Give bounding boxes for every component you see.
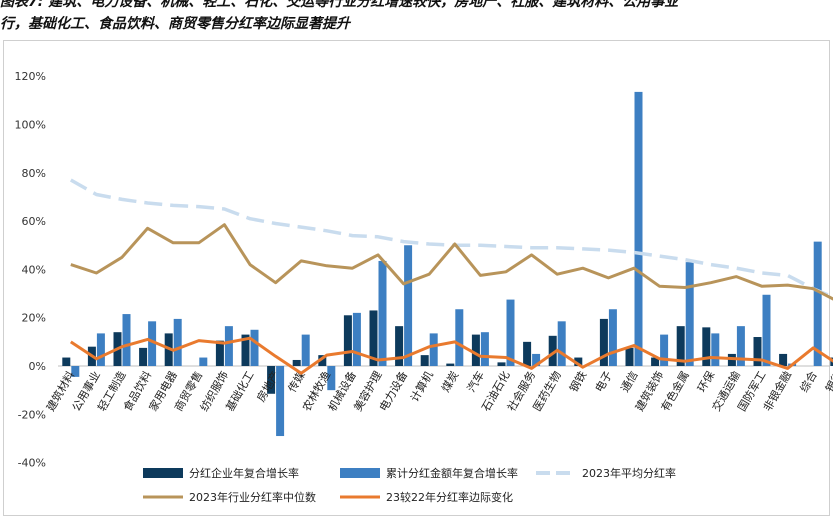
bar-dividend-growth (685, 262, 694, 366)
y-tick-label: 100% (15, 119, 46, 132)
bar-dividend-growth (122, 314, 131, 366)
x-tick-label: 汽车 (464, 369, 487, 395)
x-tick-label: 通信 (618, 369, 640, 395)
bar-company-growth (676, 326, 685, 366)
bar-dividend-growth (224, 326, 233, 366)
bar-dividend-growth (71, 366, 80, 377)
bar-company-growth (318, 355, 327, 366)
bar-company-growth (497, 362, 506, 366)
legend-label: 23较22年分红率边际变化 (386, 490, 513, 504)
x-tick-label: 环保 (694, 369, 717, 395)
x-tick-label: 综合 (797, 369, 820, 395)
bar-company-growth (574, 357, 583, 366)
bar-dividend-growth (199, 357, 208, 366)
x-tick-label: 电子 (593, 369, 615, 395)
y-tick-label: 60% (22, 215, 46, 228)
legend-label: 累计分红金额年复合增长率 (386, 466, 518, 480)
line-payout-change (69, 336, 833, 375)
bar-dividend-growth (660, 334, 669, 366)
bar-dividend-growth (813, 241, 822, 366)
bar-dividend-growth (276, 366, 285, 437)
y-tick-label: 80% (22, 167, 46, 180)
x-tick-label: 计算机 (407, 369, 436, 405)
legend-label: 2023年行业分红率中位数 (189, 490, 316, 504)
bar-company-growth (651, 357, 660, 366)
bar-dividend-growth (173, 318, 182, 366)
bar-dividend-growth (455, 309, 464, 366)
bar-dividend-growth (711, 333, 720, 366)
bar-dividend-growth (301, 334, 310, 366)
title-line-2: 行，基础化工、食品饮料、商贸零售分红率边际显著提升 (0, 16, 350, 32)
bar-company-growth (471, 334, 480, 366)
legend-label: 分红企业年复合增长率 (189, 466, 299, 480)
bar-company-growth (395, 326, 404, 366)
y-tick-label: -40% (18, 457, 46, 470)
bar-dividend-growth (429, 333, 438, 366)
y-tick-label: 20% (22, 312, 46, 325)
y-tick-label: 40% (22, 263, 46, 276)
y-tick-label: -20% (18, 408, 46, 421)
bar-dividend-growth (327, 366, 336, 391)
chart-frame (3, 40, 830, 516)
bar-dividend-growth (352, 312, 361, 366)
chart-title: 图表7: 建筑、电力设备、机械、轻工、石化、交运等行业分红增速较快，房地产、社服… (0, 0, 833, 40)
bar-dividend-growth (404, 245, 413, 366)
bar-dividend-growth (634, 91, 643, 367)
bar-dividend-growth (532, 353, 541, 366)
bar-company-growth (548, 335, 557, 366)
x-tick-label: 银行 (822, 369, 833, 395)
bar-company-growth (343, 315, 352, 366)
bar-dividend-growth (480, 332, 489, 366)
bar-company-growth (625, 347, 634, 366)
bar-company-growth (779, 353, 788, 366)
bar-company-growth (241, 334, 250, 366)
legend-swatch (143, 468, 183, 478)
bar-company-growth (420, 355, 429, 366)
bar-dividend-growth (96, 333, 105, 366)
bar-company-growth (62, 357, 71, 366)
legend-label: 2023年平均分红率 (582, 466, 676, 480)
bar-company-growth (369, 310, 378, 366)
bar-dividend-growth (506, 299, 515, 366)
bar-dividend-growth (608, 309, 617, 366)
bar-company-growth (753, 337, 762, 366)
bar-company-growth (523, 341, 532, 366)
x-tick-label: 传媒 (286, 369, 308, 395)
bar-company-growth (215, 340, 224, 366)
legend-swatch (340, 468, 380, 478)
line-median-payout-2023 (70, 223, 833, 301)
x-tick-label: 煤炭 (439, 369, 461, 395)
x-tick-label: 钢铁 (567, 369, 589, 395)
bar-company-growth (139, 347, 148, 366)
bar-dividend-growth (557, 321, 566, 366)
bar-dividend-growth (762, 294, 771, 366)
title-line-1: 图表7: 建筑、电力设备、机械、轻工、石化、交运等行业分红增速较快，房地产、社服… (0, 0, 679, 10)
bar-company-growth (702, 327, 711, 366)
bar-company-growth (446, 363, 455, 366)
bar-dividend-growth (250, 329, 259, 366)
bar-dividend-growth (378, 260, 387, 366)
bar-company-growth (267, 366, 276, 394)
y-tick-label: 0% (29, 360, 46, 373)
bar-company-growth (292, 359, 301, 366)
bar-company-growth (599, 318, 608, 366)
bar-dividend-growth (148, 321, 157, 366)
y-tick-label: 120% (15, 70, 46, 83)
bar-dividend-growth (736, 326, 745, 366)
